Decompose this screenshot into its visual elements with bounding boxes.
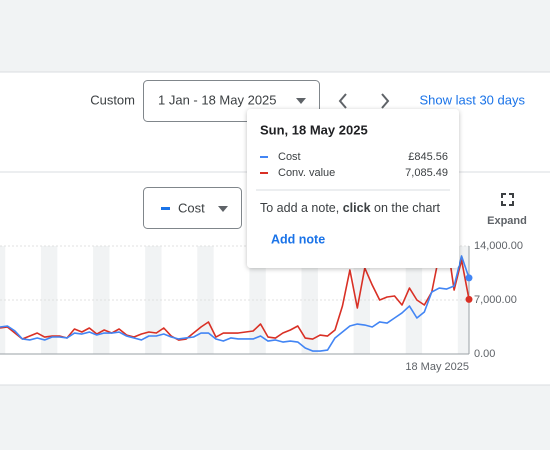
legend-swatch	[260, 172, 268, 174]
metric-name: Cost	[178, 200, 205, 215]
legend-entry: Conv. value	[278, 167, 335, 179]
show-last-link[interactable]: Show last 30 days	[419, 92, 525, 107]
y-tick-label: 14,000.00	[474, 240, 523, 252]
legend-swatch	[260, 156, 268, 158]
dropdown-arrow	[296, 98, 306, 104]
next-button[interactable]	[381, 93, 390, 109]
date-label: Custom	[90, 92, 135, 107]
tooltip-card	[247, 109, 459, 268]
dropdown-arrow	[218, 206, 228, 212]
legend-entry: Cost	[278, 151, 301, 163]
weekend-band	[457, 246, 469, 354]
series-line	[0, 237, 470, 341]
expand-label: Expand	[487, 215, 527, 227]
note-hint: To add a note, click on the chart	[260, 201, 441, 215]
plot: 14,000.00 7,000.00 0.00 18 May 2025	[0, 237, 523, 373]
tooltip-date: Sun, 18 May 2025	[260, 122, 368, 137]
expand-icon[interactable]	[501, 193, 514, 206]
hover-point	[465, 274, 473, 282]
x-tick-label: 18 May 2025	[405, 361, 469, 373]
date-range: 1 Jan - 18 May 2025	[158, 92, 277, 107]
prev-button[interactable]	[338, 93, 347, 109]
series-line	[0, 255, 470, 352]
metric-dropdown[interactable]	[143, 187, 242, 229]
weekend-band	[0, 246, 6, 354]
hover-point	[465, 295, 473, 303]
add-note-button[interactable]: Add note	[271, 232, 325, 246]
note-text: click	[343, 201, 371, 215]
tooltip: Sun, 18 May 2025 Cost £845.56 Conv. valu…	[247, 109, 459, 268]
note-text: To add a note,	[260, 201, 339, 215]
y-tick-label: 7,000.00	[474, 294, 517, 306]
tooltip-value: £845.56	[408, 151, 448, 163]
note-text: on the chart	[374, 201, 441, 215]
y-tick-label: 0.00	[474, 348, 495, 360]
metric-swatch	[161, 207, 170, 210]
tooltip-value: 7,085.49	[405, 167, 448, 179]
